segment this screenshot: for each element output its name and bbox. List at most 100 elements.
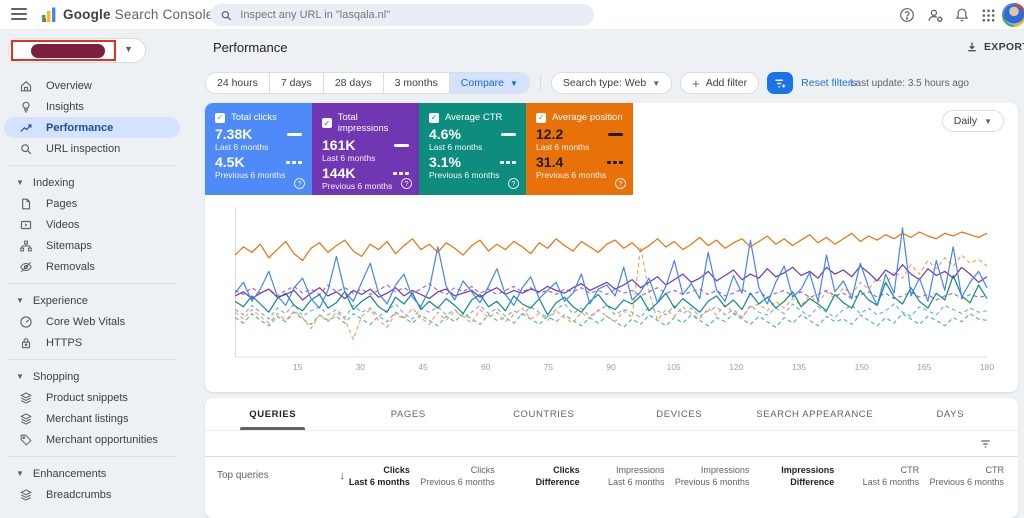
checkbox-checked-icon[interactable]: ✓ bbox=[429, 112, 439, 123]
metric-previous-value: 31.4 bbox=[536, 154, 564, 170]
chevron-down-icon: ▼ bbox=[16, 178, 24, 187]
sidebar-item-label: Core Web Vitals bbox=[46, 315, 126, 328]
user-settings-icon[interactable] bbox=[925, 5, 945, 25]
help-icon[interactable]: ? bbox=[294, 178, 305, 189]
filter-funnel-button[interactable] bbox=[767, 72, 794, 94]
sidebar-item-merchant-opportunities[interactable]: Merchant opportunities bbox=[4, 429, 180, 450]
svg-text:135: 135 bbox=[792, 362, 806, 372]
property-selector[interactable]: ▼ bbox=[8, 38, 146, 63]
sidebar-item-label: Breadcrumbs bbox=[46, 488, 112, 501]
avatar[interactable] bbox=[1002, 3, 1024, 27]
sidebar-section-shopping[interactable]: ▼ Shopping bbox=[0, 366, 190, 387]
sidebar-section-indexing[interactable]: ▼ Indexing bbox=[0, 172, 190, 193]
export-button[interactable]: EXPORT bbox=[966, 41, 1024, 53]
svg-text:75: 75 bbox=[544, 362, 554, 372]
metric-card-average-ctr[interactable]: ✓ Average CTR 4.6% Last 6 months 3.1% Previ… bbox=[419, 103, 526, 195]
metric-period: Previous 6 months bbox=[429, 170, 500, 180]
layers-icon bbox=[20, 488, 32, 501]
redacted-property-name bbox=[31, 44, 105, 58]
sidebar-item-https[interactable]: HTTPS bbox=[4, 332, 180, 353]
help-icon[interactable]: ? bbox=[615, 178, 626, 189]
metric-previous-value: 144K bbox=[322, 165, 356, 181]
sidebar-item-videos[interactable]: Videos bbox=[4, 214, 180, 235]
column-header-impressions-last[interactable]: Impressions Last 6 months bbox=[607, 464, 665, 487]
search-input[interactable] bbox=[240, 9, 584, 21]
column-header-impressions-difference[interactable]: Impressions Difference bbox=[781, 464, 835, 487]
tab-days[interactable]: DAYS bbox=[936, 408, 965, 420]
sidebar-item-label: HTTPS bbox=[46, 336, 83, 349]
sidebar-item-label: URL inspection bbox=[46, 142, 121, 155]
search-type-dropdown[interactable]: Search type: Web ▼ bbox=[550, 72, 673, 94]
metric-card-average-position[interactable]: ✓ Average position 12.2 Last 6 months 31.4… bbox=[526, 103, 633, 195]
metric-current-value: 7.38K bbox=[215, 126, 253, 142]
metric-card-total-clicks[interactable]: ✓ Total clicks 7.38K Last 6 months 4.5K Pre… bbox=[205, 103, 312, 195]
sidebar-item-core-web-vitals[interactable]: Core Web Vitals bbox=[4, 311, 180, 332]
svg-text:105: 105 bbox=[667, 362, 681, 372]
range-3-months[interactable]: 3 months bbox=[382, 73, 449, 93]
interval-dropdown[interactable]: Daily ▼ bbox=[941, 110, 1004, 132]
range-24-hours[interactable]: 24 hours bbox=[217, 77, 258, 89]
help-icon[interactable]: ? bbox=[401, 178, 412, 189]
performance-line-chart[interactable]: 15 30 45 60 75 90 105 120 135 150 165 180 bbox=[235, 207, 995, 377]
performance-trend-icon bbox=[20, 123, 32, 132]
solid-line-indicator bbox=[287, 133, 302, 136]
sidebar-item-label: Overview bbox=[46, 79, 92, 92]
menu-icon[interactable] bbox=[11, 8, 27, 21]
last-update-text: Last update: 3.5 hours ago bbox=[850, 78, 969, 89]
help-icon[interactable]: ? bbox=[508, 178, 519, 189]
tab-search-appearance[interactable]: SEARCH APPEARANCE bbox=[756, 408, 874, 420]
sidebar-item-merchant-listings[interactable]: Merchant listings bbox=[4, 408, 180, 429]
column-header-ctr-last[interactable]: CTR Last 6 months bbox=[862, 464, 920, 487]
sidebar-item-overview[interactable]: Overview bbox=[4, 75, 180, 96]
column-header-ctr-previous[interactable]: CTR Previous 6 months bbox=[929, 464, 1004, 487]
svg-text:150: 150 bbox=[855, 362, 869, 372]
metric-label: Total impressions bbox=[337, 112, 389, 134]
sidebar-section-experience[interactable]: ▼ Experience bbox=[0, 290, 190, 311]
svg-text:90: 90 bbox=[606, 362, 616, 372]
notifications-icon[interactable] bbox=[952, 5, 972, 25]
tag-icon bbox=[20, 434, 32, 446]
checkbox-checked-icon[interactable]: ✓ bbox=[536, 112, 546, 123]
eye-off-icon bbox=[20, 261, 32, 272]
range-7-days[interactable]: 7 days bbox=[268, 73, 323, 93]
compare-button[interactable]: Compare ▼ bbox=[448, 73, 529, 93]
column-header-top-queries[interactable]: Top queries bbox=[217, 470, 269, 481]
metric-period: Last 6 months bbox=[322, 153, 376, 163]
download-icon bbox=[968, 42, 976, 52]
column-header-clicks-last[interactable]: ↓ Clicks Last 6 months bbox=[339, 464, 410, 487]
column-header-impressions-previous[interactable]: Impressions Previous 6 months bbox=[674, 464, 750, 487]
help-icon[interactable] bbox=[897, 5, 917, 25]
url-inspect-searchbar[interactable] bbox=[210, 4, 594, 26]
sidebar-item-insights[interactable]: Insights bbox=[4, 96, 180, 117]
range-28-days[interactable]: 28 days bbox=[322, 73, 383, 93]
sidebar-item-performance[interactable]: Performance bbox=[4, 117, 180, 138]
redaction-annotation-box bbox=[11, 40, 116, 61]
sidebar-section-enhancements[interactable]: ▼ Enhancements bbox=[0, 463, 190, 484]
column-header-clicks-previous[interactable]: Clicks Previous 6 months bbox=[420, 464, 495, 487]
add-filter-button[interactable]: + Add filter bbox=[680, 72, 760, 94]
sidebar-item-sitemaps[interactable]: Sitemaps bbox=[4, 235, 180, 256]
sidebar-item-pages[interactable]: Pages bbox=[4, 193, 180, 214]
tab-pages[interactable]: PAGES bbox=[390, 408, 426, 420]
tab-devices[interactable]: DEVICES bbox=[656, 408, 703, 420]
reset-filters-link[interactable]: Reset filters bbox=[801, 77, 857, 89]
metric-card-total-impressions[interactable]: ✓ Total impressions 161K Last 6 months 144… bbox=[312, 103, 419, 195]
funnel-plus-icon bbox=[775, 79, 786, 88]
column-header-clicks-difference[interactable]: Clicks Difference bbox=[535, 464, 580, 487]
svg-text:120: 120 bbox=[729, 362, 743, 372]
sidebar-item-product-snippets[interactable]: Product snippets bbox=[4, 387, 180, 408]
apps-grid-icon[interactable] bbox=[978, 5, 998, 25]
sidebar-item-url-inspection[interactable]: URL inspection bbox=[4, 138, 180, 159]
checkbox-checked-icon[interactable]: ✓ bbox=[322, 118, 332, 128]
table-filter-icon[interactable] bbox=[979, 438, 992, 450]
sidebar-item-label: Insights bbox=[46, 100, 84, 113]
sidebar-item-breadcrumbs[interactable]: Breadcrumbs bbox=[4, 484, 180, 505]
tab-queries[interactable]: QUERIES bbox=[205, 398, 341, 430]
tab-countries[interactable]: COUNTRIES bbox=[513, 408, 575, 420]
sidebar-item-removals[interactable]: Removals bbox=[4, 256, 180, 277]
table-filter-row bbox=[205, 431, 1018, 456]
solid-line-indicator bbox=[501, 133, 516, 136]
checkbox-checked-icon[interactable]: ✓ bbox=[215, 112, 225, 123]
svg-text:60: 60 bbox=[481, 362, 491, 372]
page-title: Performance bbox=[213, 40, 288, 55]
